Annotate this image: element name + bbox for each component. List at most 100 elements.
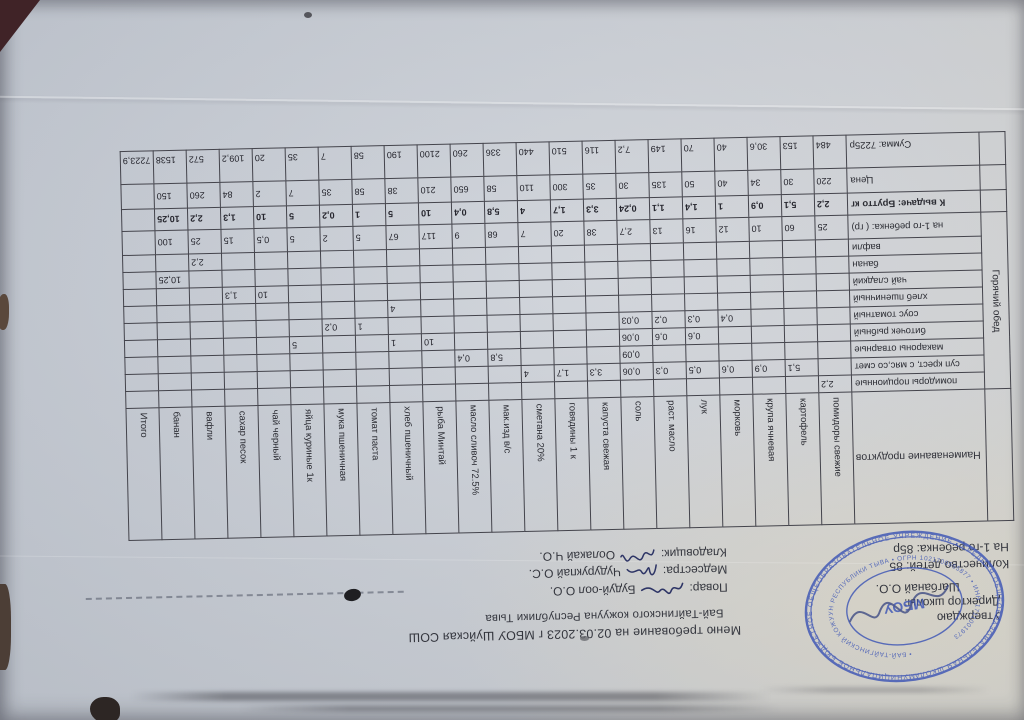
value-cell: 58 bbox=[351, 145, 385, 180]
value-cell: 5 bbox=[385, 202, 419, 226]
empty-cell bbox=[979, 164, 1007, 191]
signature-role: Повар: bbox=[689, 580, 728, 596]
document-title: Меню требование на 02.03.2023 г МБОУ Шуй… bbox=[408, 623, 742, 645]
value-cell bbox=[586, 346, 621, 365]
value-cell bbox=[222, 303, 256, 322]
value-cell: 0,4 bbox=[451, 201, 485, 225]
value-cell bbox=[784, 341, 818, 360]
value-cell: 2,7 bbox=[616, 219, 651, 245]
value-cell: 0,06 bbox=[620, 362, 654, 381]
value-cell bbox=[288, 319, 323, 337]
value-cell bbox=[120, 183, 155, 210]
value-cell bbox=[585, 278, 619, 297]
value-cell: 5,8 bbox=[484, 200, 518, 224]
value-cell bbox=[256, 353, 291, 372]
value-cell: 149 bbox=[647, 138, 682, 173]
value-cell bbox=[783, 273, 817, 292]
row-label: Сумма: 7225р bbox=[845, 132, 980, 169]
signature-role: Медсестра: bbox=[662, 562, 728, 578]
value-cell bbox=[785, 375, 819, 394]
photo-stain bbox=[0, 584, 11, 670]
value-cell bbox=[584, 261, 619, 280]
value-cell bbox=[354, 300, 388, 319]
value-cell bbox=[353, 249, 387, 268]
value-cell bbox=[618, 277, 652, 296]
product-header: крупа ячневая bbox=[752, 393, 789, 527]
value-cell: 5,1 bbox=[784, 358, 819, 377]
value-cell: 1 bbox=[388, 333, 422, 352]
value-cell bbox=[816, 290, 850, 308]
ink-speck bbox=[580, 636, 589, 641]
value-cell: 1 bbox=[352, 203, 386, 227]
value-cell bbox=[123, 288, 157, 307]
value-cell bbox=[386, 248, 420, 267]
value-cell: 210 bbox=[417, 177, 452, 203]
value-cell: 0,03 bbox=[618, 311, 653, 330]
row-label: хлеб пшеничный bbox=[849, 287, 983, 308]
value-cell bbox=[751, 342, 785, 361]
value-cell bbox=[455, 383, 489, 402]
product-header: говядины 1 к bbox=[554, 398, 591, 531]
value-cell bbox=[683, 242, 717, 260]
value-cell bbox=[221, 269, 256, 288]
value-cell: 0,24 bbox=[616, 197, 650, 221]
value-cell bbox=[353, 266, 388, 285]
value-cell: 34 bbox=[747, 169, 782, 196]
value-cell bbox=[749, 257, 784, 276]
value-cell bbox=[255, 319, 290, 338]
value-cell bbox=[254, 268, 289, 287]
value-cell bbox=[287, 251, 321, 269]
value-cell: 0,9 bbox=[751, 359, 786, 378]
value-cell bbox=[320, 267, 355, 286]
value-cell bbox=[552, 279, 586, 297]
row-label: чай сладкий bbox=[849, 270, 983, 291]
value-cell bbox=[290, 387, 324, 405]
value-cell bbox=[422, 367, 456, 385]
value-cell bbox=[718, 343, 752, 362]
value-cell: 0,4 bbox=[717, 309, 752, 328]
photo-stain bbox=[0, 294, 9, 330]
value-cell bbox=[617, 243, 651, 262]
value-cell bbox=[257, 387, 291, 406]
value-cell: 10 bbox=[255, 285, 289, 304]
ink-speck bbox=[304, 12, 312, 18]
value-cell bbox=[717, 275, 751, 294]
value-cell bbox=[321, 284, 355, 303]
value-cell bbox=[486, 280, 520, 299]
product-header: помидоры свежие bbox=[818, 392, 855, 525]
products-header-row: Наименавание продуктов помидоры свежие ка… bbox=[125, 388, 1014, 541]
product-header: томат паста bbox=[356, 402, 393, 536]
value-cell bbox=[586, 329, 620, 348]
value-cell bbox=[255, 302, 289, 321]
value-cell bbox=[652, 344, 687, 363]
value-cell bbox=[356, 368, 390, 387]
value-cell: 0,3 bbox=[684, 310, 719, 328]
value-cell: 2100 bbox=[417, 144, 451, 178]
value-cell bbox=[356, 385, 390, 404]
value-cell: 60 bbox=[781, 215, 816, 241]
photo-stain bbox=[90, 697, 120, 720]
row-label: вафли bbox=[848, 236, 982, 257]
value-cell: 40 bbox=[714, 170, 749, 197]
signature-name: Чудурукпай О.С. bbox=[528, 564, 622, 581]
value-cell: 2,2 bbox=[814, 193, 848, 216]
value-cell bbox=[189, 321, 224, 340]
product-header: мак.изд в/с bbox=[488, 399, 525, 533]
storekeeper-signature-icon bbox=[620, 549, 655, 562]
value-cell bbox=[752, 376, 786, 395]
value-cell: 260 bbox=[186, 182, 221, 209]
school-stamp-icon: МУНИЦИПАЛЬНОЕ БЮДЖЕТНОЕ ОБЩЕОБРАЗОВАТЕЛЬ… bbox=[787, 506, 1024, 706]
product-header: чай черный bbox=[257, 404, 294, 538]
value-cell: 109,2 bbox=[219, 148, 253, 183]
value-cell: 12 bbox=[715, 217, 750, 243]
value-cell: 510 bbox=[548, 141, 583, 175]
product-header: картофель bbox=[785, 392, 822, 526]
value-cell bbox=[519, 313, 554, 332]
product-header: вафли bbox=[191, 406, 228, 539]
value-cell bbox=[257, 370, 291, 389]
value-cell: 1,3 bbox=[220, 206, 254, 230]
value-cell bbox=[519, 279, 553, 298]
value-cell: 1,7 bbox=[554, 364, 588, 382]
value-cell: 0,5 bbox=[686, 361, 720, 379]
